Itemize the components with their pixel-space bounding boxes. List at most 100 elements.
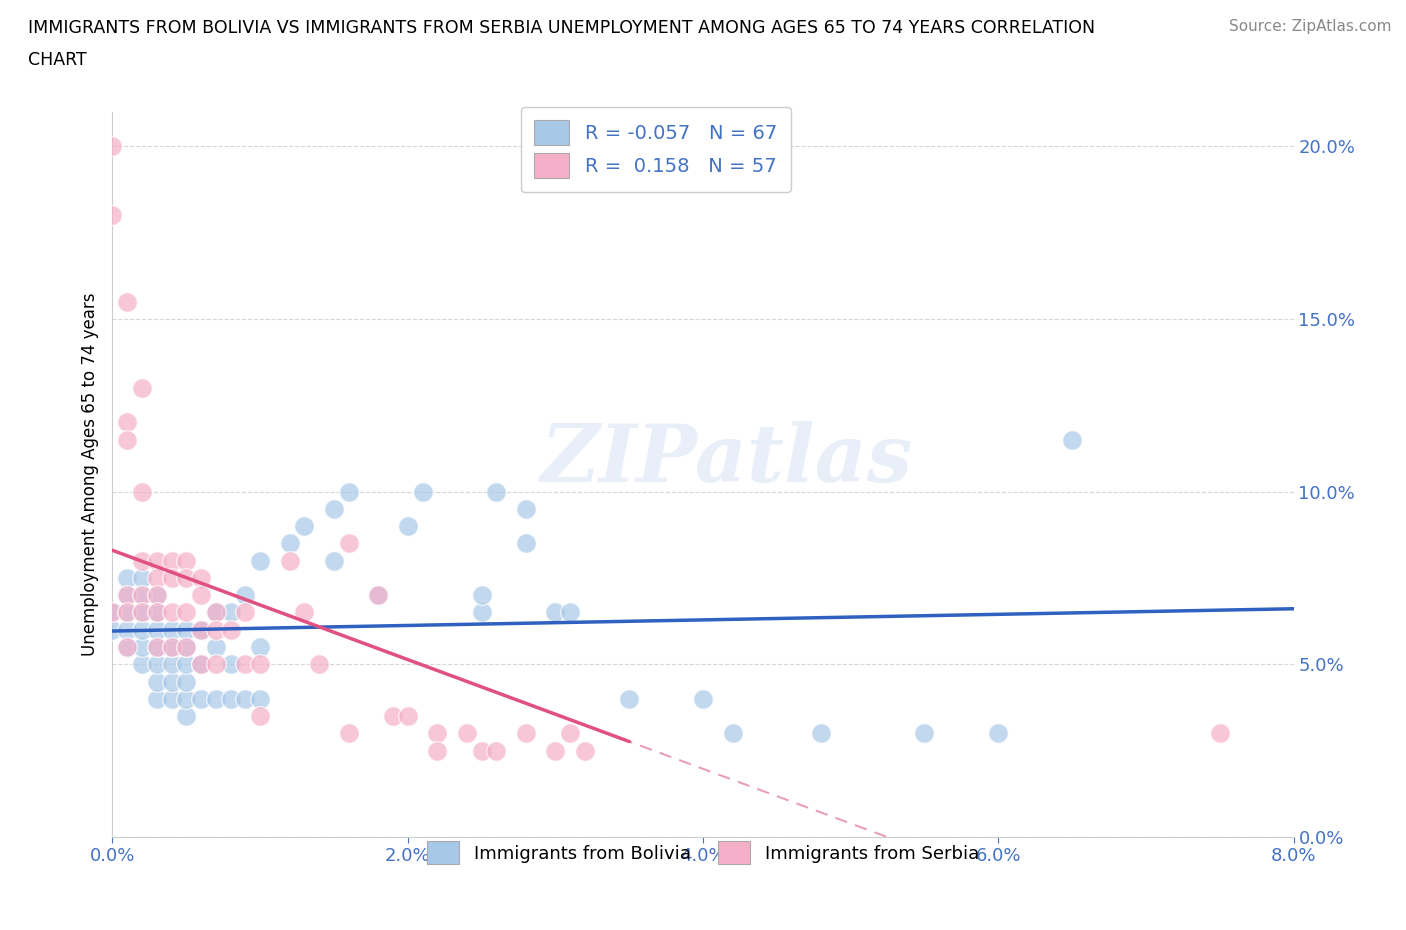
Point	[292, 519, 315, 534]
Point	[249, 553, 271, 568]
Point	[1208, 726, 1232, 741]
Point	[485, 485, 508, 499]
Point	[131, 605, 153, 620]
Point	[337, 536, 360, 551]
Point	[249, 640, 271, 655]
Point	[160, 674, 183, 689]
Point	[117, 640, 138, 655]
Point	[174, 605, 197, 620]
Point	[174, 622, 197, 637]
Point	[471, 743, 494, 758]
Point	[117, 588, 138, 603]
Text: Source: ZipAtlas.com: Source: ZipAtlas.com	[1229, 19, 1392, 33]
Point	[190, 622, 212, 637]
Point	[1062, 432, 1084, 447]
Text: ZIPatlas: ZIPatlas	[540, 421, 912, 498]
Point	[692, 691, 714, 706]
Point	[323, 501, 346, 516]
Point	[131, 588, 153, 603]
Point	[117, 622, 138, 637]
Point	[174, 553, 197, 568]
Point	[131, 605, 153, 620]
Point	[146, 553, 169, 568]
Point	[205, 622, 228, 637]
Point	[160, 640, 183, 655]
Point	[456, 726, 478, 741]
Point	[810, 726, 832, 741]
Point	[292, 605, 315, 620]
Point	[987, 726, 1010, 741]
Point	[101, 139, 124, 153]
Point	[131, 570, 153, 585]
Point	[721, 726, 744, 741]
Point	[131, 485, 153, 499]
Point	[131, 380, 153, 395]
Point	[101, 207, 124, 222]
Point	[367, 588, 389, 603]
Point	[117, 570, 138, 585]
Point	[174, 674, 197, 689]
Point	[412, 485, 434, 499]
Point	[146, 674, 169, 689]
Point	[219, 605, 242, 620]
Point	[426, 726, 449, 741]
Point	[117, 415, 138, 430]
Point	[146, 570, 169, 585]
Point	[160, 553, 183, 568]
Point	[205, 605, 228, 620]
Point	[190, 622, 212, 637]
Point	[101, 605, 124, 620]
Point	[146, 605, 169, 620]
Point	[190, 691, 212, 706]
Point	[117, 588, 138, 603]
Point	[323, 553, 346, 568]
Point	[205, 640, 228, 655]
Point	[160, 622, 183, 637]
Point	[205, 605, 228, 620]
Point	[117, 605, 138, 620]
Point	[471, 588, 494, 603]
Point	[560, 726, 582, 741]
Point	[174, 691, 197, 706]
Point	[382, 709, 405, 724]
Point	[117, 640, 138, 655]
Point	[515, 501, 537, 516]
Legend: Immigrants from Bolivia, Immigrants from Serbia: Immigrants from Bolivia, Immigrants from…	[412, 827, 994, 879]
Point	[278, 536, 301, 551]
Point	[560, 605, 582, 620]
Point	[174, 640, 197, 655]
Point	[174, 570, 197, 585]
Point	[117, 294, 138, 309]
Point	[160, 640, 183, 655]
Point	[367, 588, 389, 603]
Y-axis label: Unemployment Among Ages 65 to 74 years: Unemployment Among Ages 65 to 74 years	[80, 293, 98, 656]
Point	[515, 726, 537, 741]
Point	[160, 691, 183, 706]
Point	[426, 743, 449, 758]
Point	[146, 588, 169, 603]
Point	[146, 640, 169, 655]
Point	[574, 743, 596, 758]
Point	[174, 640, 197, 655]
Text: CHART: CHART	[28, 51, 87, 69]
Point	[160, 605, 183, 620]
Point	[160, 570, 183, 585]
Point	[131, 588, 153, 603]
Point	[205, 657, 228, 671]
Point	[308, 657, 330, 671]
Point	[278, 553, 301, 568]
Point	[174, 709, 197, 724]
Point	[190, 657, 212, 671]
Point	[515, 536, 537, 551]
Point	[190, 588, 212, 603]
Point	[190, 657, 212, 671]
Point	[471, 605, 494, 620]
Point	[131, 553, 153, 568]
Point	[619, 691, 641, 706]
Point	[219, 622, 242, 637]
Point	[174, 657, 197, 671]
Point	[544, 743, 567, 758]
Point	[544, 605, 567, 620]
Point	[131, 657, 153, 671]
Point	[160, 657, 183, 671]
